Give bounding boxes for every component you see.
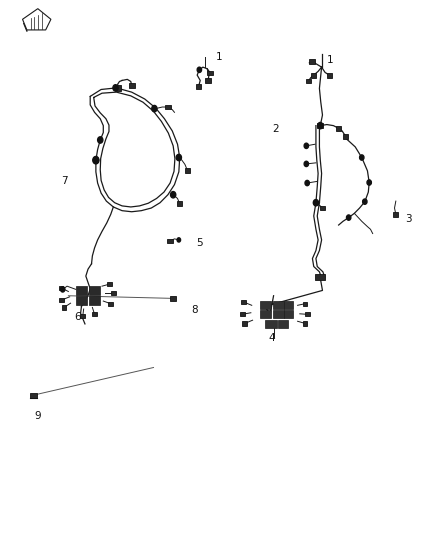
Bar [62,305,67,310]
Bar [165,104,171,109]
Bar [89,296,100,305]
Text: 6: 6 [74,312,81,322]
Circle shape [113,85,118,91]
Bar [303,302,307,306]
Bar [303,321,307,326]
Circle shape [93,157,99,164]
Bar [59,286,64,290]
Bar [311,72,316,77]
Bar [196,84,201,89]
Circle shape [98,137,103,143]
Bar [241,300,246,304]
Text: 9: 9 [35,411,41,422]
Bar [315,274,325,280]
Text: 2: 2 [272,124,279,134]
Bar [327,72,332,77]
Text: 3: 3 [406,214,412,224]
Bar [393,212,399,217]
Circle shape [363,199,367,204]
Bar [261,301,272,309]
Bar [261,310,272,318]
Circle shape [170,191,176,198]
Bar [30,393,37,398]
Circle shape [176,155,181,161]
Bar [76,286,87,295]
Circle shape [367,180,371,185]
Bar [343,134,348,139]
Bar [309,60,314,64]
Bar [170,296,177,301]
Text: 1: 1 [215,52,223,61]
Bar [320,206,325,211]
Bar [273,301,284,309]
Bar [177,201,182,206]
Bar [285,310,293,318]
Bar [242,321,247,326]
Bar [167,239,173,244]
Bar [107,282,112,286]
Bar [111,291,116,295]
Bar [108,302,113,306]
Text: 5: 5 [196,238,203,247]
Circle shape [304,143,308,149]
Bar [129,83,134,88]
Circle shape [313,199,318,206]
Bar [60,298,64,302]
Bar [265,320,277,328]
Bar [306,78,311,83]
Bar [285,301,293,309]
Circle shape [304,161,308,166]
Circle shape [177,238,180,242]
Circle shape [360,155,364,160]
Bar [89,286,100,295]
Text: 4: 4 [268,333,275,343]
Bar [185,168,191,173]
Bar [305,312,310,317]
Text: 7: 7 [61,176,67,187]
Circle shape [60,287,65,292]
Bar [208,70,213,75]
Circle shape [305,180,309,185]
Text: 1: 1 [327,55,334,65]
Bar [336,126,342,131]
Bar [273,310,284,318]
Bar [81,314,85,318]
Circle shape [152,106,157,112]
Circle shape [318,123,323,129]
Polygon shape [22,9,51,30]
Circle shape [197,67,201,72]
Bar [240,312,244,317]
Bar [278,320,288,328]
Circle shape [93,157,99,164]
Bar [115,85,121,91]
Bar [92,312,97,317]
Bar [76,296,87,305]
Bar [205,78,211,83]
Bar [318,123,323,128]
Circle shape [346,215,351,220]
Text: 8: 8 [192,305,198,315]
